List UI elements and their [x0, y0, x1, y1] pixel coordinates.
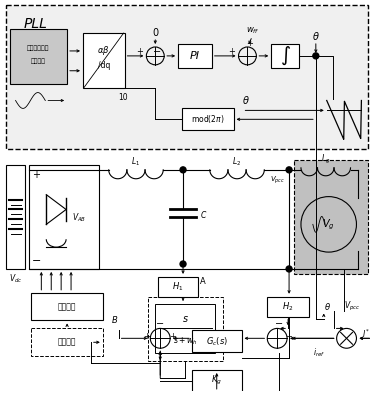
Bar	[10, 29, 67, 84]
Text: 比较单元: 比较单元	[58, 338, 76, 347]
Circle shape	[301, 196, 356, 252]
Circle shape	[286, 266, 292, 272]
Text: $V_{pcc}$: $V_{pcc}$	[270, 175, 285, 186]
Circle shape	[313, 53, 319, 59]
Text: +: +	[136, 48, 143, 57]
Bar	[294, 160, 368, 274]
Bar	[6, 6, 368, 149]
Bar	[267, 297, 309, 316]
Bar	[271, 44, 299, 68]
Circle shape	[180, 167, 186, 173]
Text: $V_{dc}$: $V_{dc}$	[9, 273, 22, 285]
Circle shape	[286, 167, 292, 173]
Text: −: −	[275, 320, 283, 329]
Text: $s+w_h$: $s+w_h$	[173, 336, 197, 347]
Text: 分器模块: 分器模块	[31, 58, 46, 64]
Text: $H_2$: $H_2$	[282, 300, 294, 313]
Text: $B$: $B$	[111, 314, 118, 325]
Text: $V_{pcc}$: $V_{pcc}$	[344, 300, 360, 313]
Bar	[158, 277, 198, 297]
Text: −: −	[32, 256, 41, 266]
Bar	[148, 297, 223, 361]
Text: $i_{ref}$: $i_{ref}$	[313, 347, 325, 360]
Text: +: +	[246, 39, 253, 48]
Text: $C$: $C$	[200, 209, 207, 220]
Text: A: A	[200, 277, 206, 286]
Text: −: −	[156, 320, 164, 329]
Text: PI: PI	[190, 51, 200, 61]
Bar	[31, 293, 103, 320]
Text: $\alpha\beta$: $\alpha\beta$	[98, 44, 110, 57]
Text: 驱动信号: 驱动信号	[58, 302, 76, 311]
Bar	[192, 331, 242, 352]
Text: $L_g$: $L_g$	[321, 153, 331, 167]
Text: $V_{AB}$: $V_{AB}$	[72, 211, 86, 224]
Text: $\theta$: $\theta$	[242, 94, 250, 107]
Bar	[192, 370, 242, 392]
Circle shape	[180, 261, 186, 267]
Bar	[155, 304, 215, 353]
Bar	[6, 165, 25, 269]
Text: $\theta$: $\theta$	[324, 301, 331, 312]
Text: $K_g$: $K_g$	[211, 375, 222, 387]
Text: $L_1$: $L_1$	[131, 156, 140, 168]
Text: +: +	[169, 332, 175, 341]
Text: $I^*$: $I^*$	[362, 327, 371, 340]
Text: 0: 0	[152, 28, 158, 38]
Text: +: +	[228, 48, 235, 57]
Text: $G_c(s)$: $G_c(s)$	[206, 335, 228, 347]
Bar	[83, 33, 125, 88]
Text: +: +	[286, 332, 292, 341]
Bar	[182, 108, 234, 130]
Bar	[30, 165, 99, 269]
Text: $w_{ff}$: $w_{ff}$	[246, 26, 259, 37]
Text: +: +	[33, 170, 40, 180]
Text: +: +	[143, 332, 150, 341]
Bar	[31, 329, 103, 356]
Text: $\int$: $\int$	[280, 45, 291, 67]
Text: 10: 10	[119, 93, 128, 101]
Text: $L_2$: $L_2$	[232, 156, 241, 168]
Text: /dq: /dq	[98, 61, 110, 70]
Text: −: −	[153, 47, 161, 57]
Text: $V_g$: $V_g$	[322, 217, 335, 231]
Text: 二阶广义积分: 二阶广义积分	[27, 45, 50, 51]
Text: $\theta$: $\theta$	[312, 30, 320, 42]
Text: $s$: $s$	[182, 314, 188, 323]
Text: PLL: PLL	[24, 17, 47, 31]
Text: $H_1$: $H_1$	[172, 281, 184, 293]
Bar	[178, 44, 212, 68]
Text: mod$(2\pi)$: mod$(2\pi)$	[191, 113, 225, 125]
